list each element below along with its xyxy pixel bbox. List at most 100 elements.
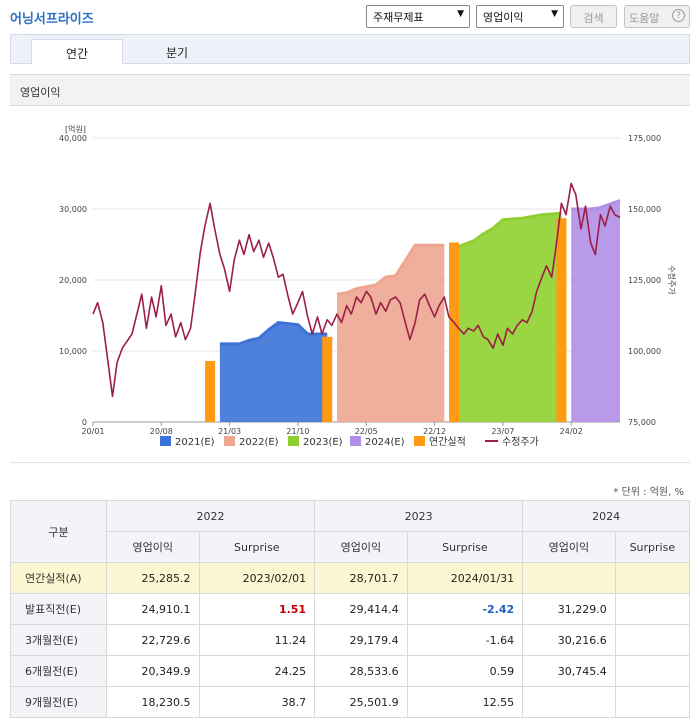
tab-annual[interactable]: 연간: [31, 39, 123, 65]
table-cell: [614, 686, 691, 718]
table-cell: [614, 624, 691, 656]
year-header: 2024: [522, 500, 690, 532]
legend-label: 연간실적: [429, 436, 466, 448]
financial-statement-select[interactable]: 주재무제표 ▼: [366, 5, 470, 28]
metric-select[interactable]: 영업이익 ▼: [476, 5, 564, 28]
x-tick-label: 24/02: [560, 427, 583, 436]
cell-value: 24,910.1: [141, 602, 191, 616]
sub-header: 영업이익: [106, 531, 200, 563]
sub-header: Surprise: [614, 531, 691, 563]
table-row: 9개월전(E) 18,230.5 38.7 25,501.9 12.55: [10, 686, 691, 718]
table-cell: [614, 655, 691, 687]
year-header: 2022: [105, 500, 316, 532]
cell-value: 1.51: [278, 602, 307, 616]
legend-label: 2024(E): [365, 437, 405, 448]
table-cell: 22,729.6: [106, 624, 200, 656]
row-label: 발표직전(E): [10, 593, 107, 625]
table-row: 6개월전(E) 20,349.9 24.25 28,533.6 0.59 30,745.4: [10, 655, 691, 687]
left-tick-label: 0: [82, 418, 87, 427]
legend-label: 2021(E): [175, 437, 215, 448]
row-label: 9개월전(E): [10, 686, 107, 718]
cell-value: -1.64: [485, 633, 515, 647]
annual-actual-bar: [322, 336, 333, 422]
right-tick-label: 125,000: [628, 276, 661, 285]
cell-value: -2.42: [482, 602, 515, 616]
corner-header: 구분: [10, 500, 107, 563]
help-button-label: 도움말: [629, 12, 660, 25]
legend-label: 2023(E): [303, 437, 343, 448]
x-tick-label: 21/03: [218, 427, 241, 436]
metric-select-value: 영업이익: [483, 11, 524, 24]
x-tick-label: 22/12: [423, 427, 446, 436]
table-row: 연간실적(A) 25,285.2 2023/02/01 28,701.7 2024/01…: [10, 562, 691, 594]
cell-value: 18,230.5: [141, 695, 191, 709]
legend-swatch: [288, 436, 299, 446]
cell-value: 2024/01/31: [450, 571, 515, 585]
estimate-line-2022e: [336, 243, 445, 296]
x-tick-label: 21/10: [286, 427, 309, 436]
unit-note: * 단위 : 억원, %: [613, 487, 684, 498]
table-cell: -1.64: [406, 624, 524, 656]
estimate-area-2022e: [336, 245, 445, 422]
year-header: 2023: [314, 500, 524, 532]
chevron-down-icon: ▼: [551, 9, 558, 19]
table-cell: 29,414.4: [314, 593, 408, 625]
estimate-area-2024e: [571, 200, 620, 422]
estimate-area-2021e: [219, 322, 328, 422]
cell-value: 29,414.4: [349, 602, 399, 616]
table-cell: [614, 593, 691, 625]
table-cell: 0.59: [406, 655, 524, 687]
legend-swatch: [224, 436, 235, 446]
table-cell: 25,501.9: [314, 686, 408, 718]
table-cell: 31,229.0: [522, 593, 616, 625]
table-cell: 30,745.4: [522, 655, 616, 687]
x-tick-label: 20/01: [81, 427, 104, 436]
cell-value: 28,533.6: [349, 664, 399, 678]
table-cell: [522, 686, 616, 718]
table-cell: 18,230.5: [106, 686, 200, 718]
table-cell: [522, 562, 616, 594]
left-tick-label: 20,000: [59, 276, 87, 285]
legend-label: 2022(E): [239, 437, 279, 448]
estimate-line-2023e: [453, 211, 562, 250]
cell-value: 2023/02/01: [242, 571, 307, 585]
annual-actual-bar: [449, 242, 460, 422]
help-button[interactable]: 도움말 ?: [624, 5, 690, 28]
table-cell: 1.51: [198, 593, 316, 625]
help-circle-icon: ?: [672, 9, 685, 22]
table-cell: 24,910.1: [106, 593, 200, 625]
cell-value: 11.24: [274, 633, 307, 647]
left-axis-unit: [억원]: [65, 124, 86, 134]
table-cell: 29,179.4: [314, 624, 408, 656]
top-bar: 어닝서프라이즈 주재무제표 ▼ 영업이익 ▼ 검색 도움말 ?: [0, 0, 695, 34]
cell-value: 25,285.2: [141, 571, 191, 585]
table-cell: 2023/02/01: [198, 562, 316, 594]
right-tick-label: 100,000: [628, 347, 661, 356]
estimate-line-2024e: [571, 199, 621, 211]
legend-swatch: [414, 436, 425, 446]
legend-swatch: [350, 436, 361, 446]
row-label: 연간실적(A): [10, 562, 107, 594]
annual-actual-bar: [556, 218, 567, 422]
section-title: 영업이익: [20, 86, 61, 99]
table-row: 3개월전(E) 22,729.6 11.24 29,179.4 -1.64 30,216.…: [10, 624, 691, 656]
x-tick-label: 22/05: [355, 427, 378, 436]
operating-profit-chart: 40,000 30,000 20,000 10,000 0 175,000 150,000 1…: [59, 124, 677, 448]
x-tick-label: 23/07: [491, 427, 514, 436]
cell-value: 25,501.9: [349, 695, 399, 709]
right-tick-label: 175,000: [628, 134, 661, 143]
estimate-area-2023e: [454, 213, 562, 422]
table-cell: 24.25: [198, 655, 316, 687]
cell-value: 31,229.0: [557, 602, 607, 616]
row-label: 3개월전(E): [10, 624, 107, 656]
left-tick-label: 40,000: [59, 134, 87, 143]
search-button[interactable]: 검색: [570, 5, 617, 28]
tab-quarterly[interactable]: 분기: [165, 46, 189, 60]
table-cell: [614, 562, 691, 594]
cell-value: 22,729.6: [141, 633, 191, 647]
right-tick-label: 75,000: [628, 418, 656, 427]
sub-header: Surprise: [406, 531, 524, 563]
row-label: 6개월전(E): [10, 655, 107, 687]
period-tab-bar: 연간 분기: [10, 34, 690, 65]
right-tick-label: 150,000: [628, 205, 661, 214]
